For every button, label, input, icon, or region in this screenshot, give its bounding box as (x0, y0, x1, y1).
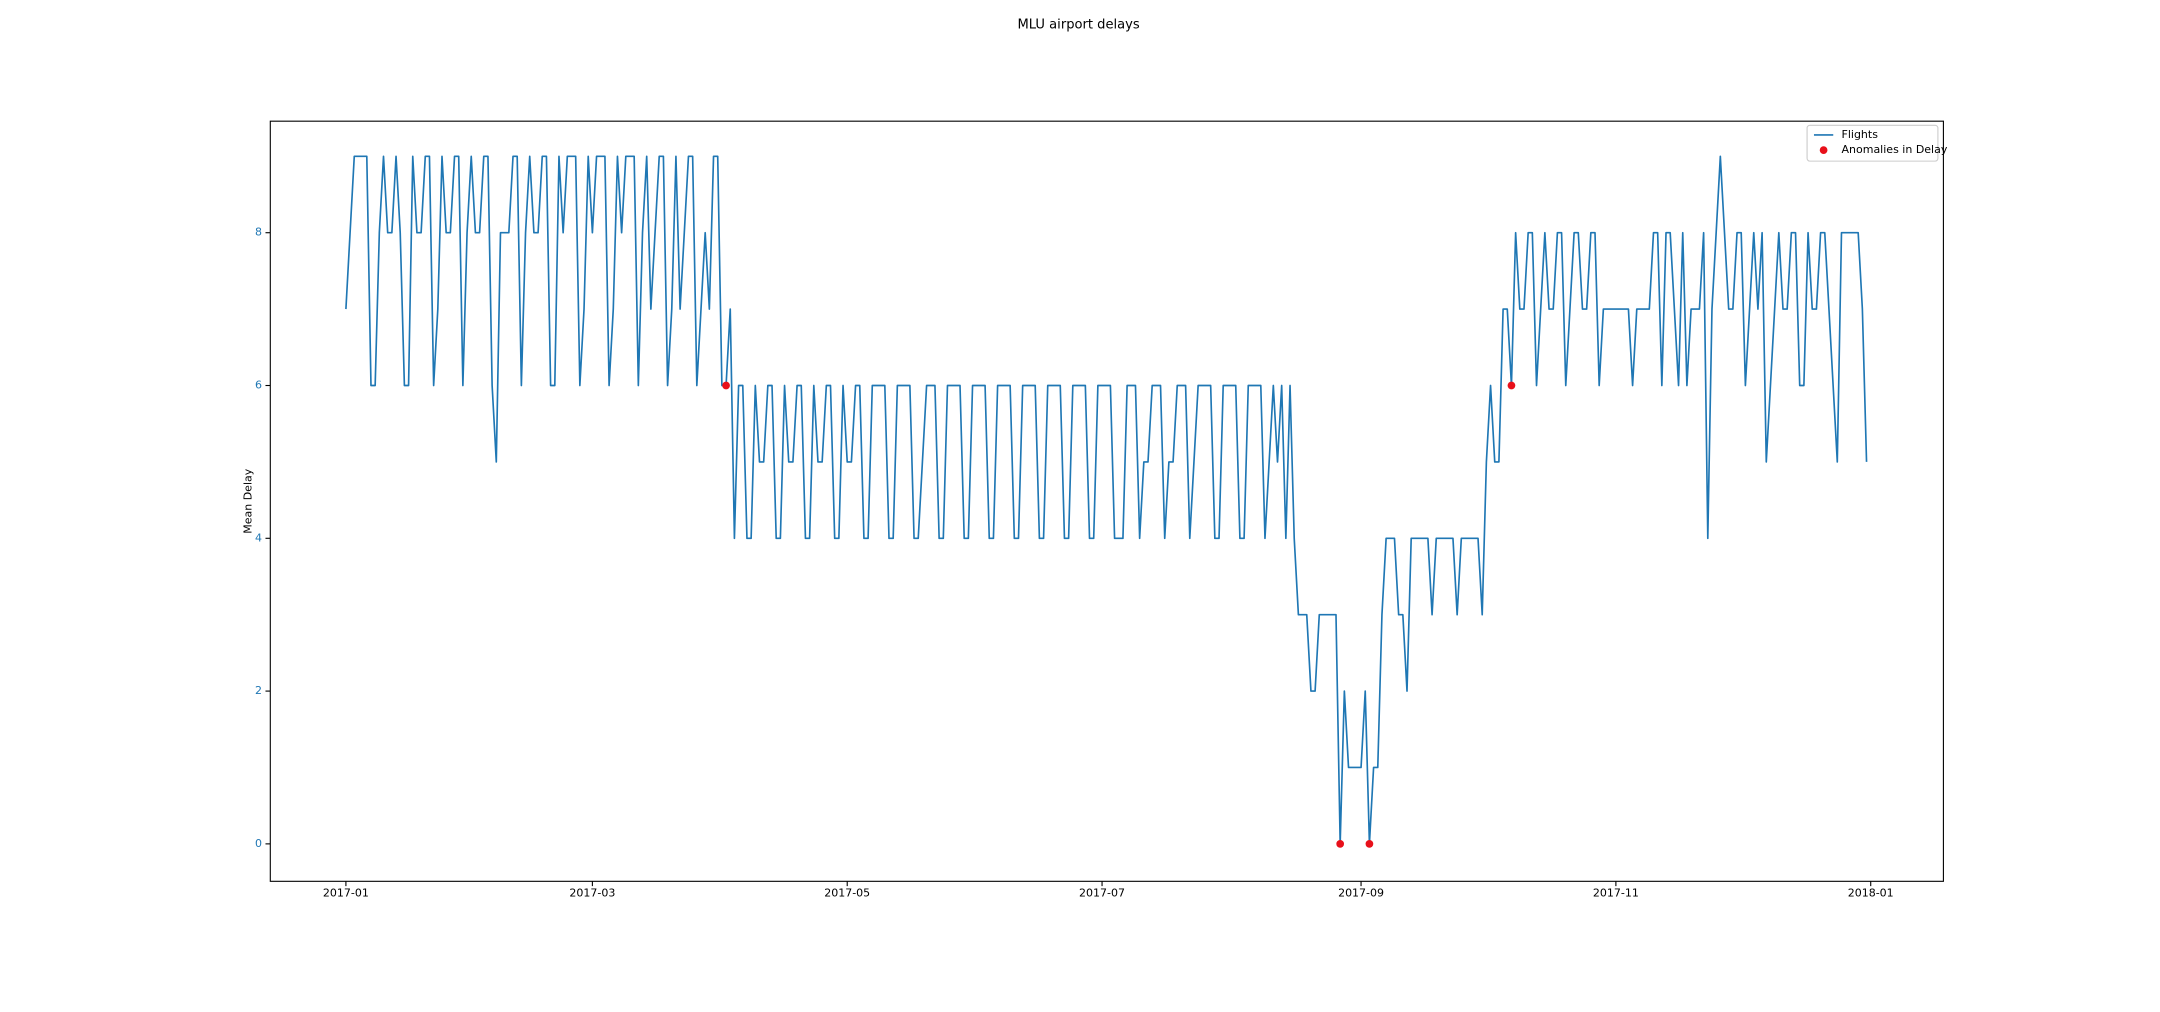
y-tick-label: 8 (255, 226, 262, 239)
legend-label: Flights (1842, 128, 1879, 141)
anomaly-point (1336, 840, 1345, 848)
anomaly-point (722, 381, 730, 390)
series-line (345, 155, 1868, 845)
y-tick-label: 2 (255, 684, 262, 697)
anomaly-point (1507, 381, 1516, 390)
x-tick-label: 2017-07 (1079, 887, 1125, 900)
y-tick-label: 0 (255, 837, 262, 850)
legend-label: Anomalies in Delay (1842, 143, 1948, 156)
y-axis-label: Mean Delay (241, 468, 254, 534)
legend-swatch (1819, 146, 1828, 154)
y-tick-label: 4 (255, 531, 262, 544)
x-tick-label: 2017-09 (1338, 887, 1384, 900)
y-tick-label: 6 (255, 379, 262, 392)
anomaly-point (1365, 840, 1374, 848)
plot-frame (269, 120, 1944, 882)
x-tick-label: 2018-01 (1848, 887, 1894, 900)
chart-title: MLU airport delays (1018, 17, 1140, 32)
legend-box (1806, 124, 1939, 162)
x-tick-label: 2017-11 (1593, 887, 1639, 900)
x-tick-label: 2017-05 (824, 887, 870, 900)
x-tick-label: 2017-03 (569, 887, 615, 900)
x-tick-label: 2017-01 (323, 887, 369, 900)
